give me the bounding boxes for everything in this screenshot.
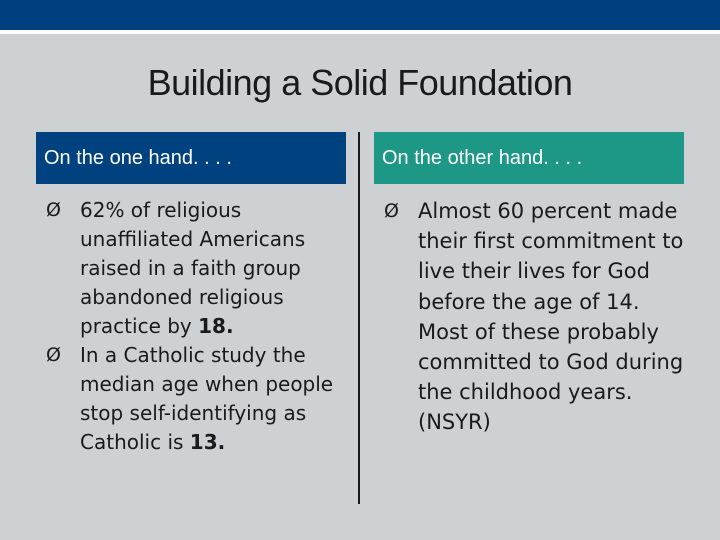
- bullet-emphasis: 18.: [198, 314, 234, 338]
- arrow-bullet-icon: Ø: [46, 199, 61, 221]
- bullet-emphasis: 13.: [189, 430, 226, 454]
- bullet-item: Ø Almost 60 percent made their first com…: [384, 196, 684, 438]
- left-bullet-list: Ø 62% of religious unaffiliated American…: [46, 196, 346, 457]
- bullet-item: Ø In a Catholic study the median age whe…: [46, 341, 346, 457]
- bullet-text: 62% of religious unaffiliated Americans …: [80, 198, 306, 338]
- top-banner-rule: [0, 30, 720, 34]
- right-column-header: On the other hand. . . .: [374, 132, 684, 184]
- left-column-header: On the one hand. . . .: [36, 132, 346, 184]
- slide-title: Building a Solid Foundation: [147, 62, 573, 103]
- bullet-text: Almost 60 percent made their first commi…: [418, 199, 684, 435]
- bullet-text: In a Catholic study the median age when …: [80, 343, 334, 454]
- bullet-item: Ø 62% of religious unaffiliated American…: [46, 196, 346, 341]
- column-divider: [358, 132, 360, 504]
- arrow-bullet-icon: Ø: [46, 344, 61, 366]
- arrow-bullet-icon: Ø: [384, 200, 399, 222]
- top-banner-bar: [0, 0, 720, 30]
- right-bullet-list: Ø Almost 60 percent made their first com…: [384, 196, 684, 438]
